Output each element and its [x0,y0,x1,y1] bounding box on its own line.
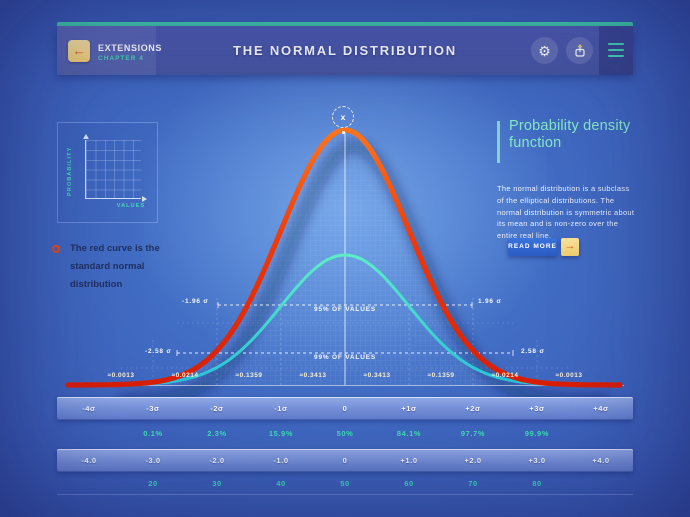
gear-icon: ⚙ [538,42,551,59]
mini-ylabel: PROBABILITY [67,146,73,196]
interval-probability: ≈0.1359 [235,372,263,379]
header-accent-strip [57,22,633,26]
interval-probability: ≈0.0214 [171,372,199,379]
band-99-label: 99% OF VALUES [314,354,376,361]
sigma-label-left-95: -1.96 σ [182,298,209,305]
t-cell [569,479,633,488]
mini-axes-card: PROBABILITY VALUES [57,122,158,223]
peak-marker[interactable]: x [332,106,354,128]
interval-probability: ≈0.0013 [555,372,583,379]
mini-xlabel: VALUES [116,203,146,209]
z-cell: 0 [342,456,348,465]
panel-heading: Probability density function [509,118,631,151]
t-cell: 30 [212,479,222,488]
axis-cell: -3σ [146,404,160,413]
header-bar: ← EXTENSIONS CHAPTER 4 THE NORMAL DISTRI… [57,26,633,75]
percent-cell [57,429,121,438]
axis-cell: +3σ [529,404,545,413]
arrow-right-icon: → [564,240,576,252]
read-more-arrow-button[interactable]: → [561,238,579,256]
t-score-row: 20 30 40 50 60 70 80 [57,479,633,488]
axis-cell: 0 [342,404,348,413]
panel-cta-row: READ MORE → [508,238,579,256]
percent-cell: 84.1% [396,429,422,438]
axis-cell: +1σ [401,404,417,413]
table-bottom-divider [57,494,633,495]
t-cell: 60 [404,479,414,488]
percent-cell: 15.9% [268,429,294,438]
percent-cell: 99.9% [524,429,550,438]
percent-cell: 0.1% [143,429,163,438]
percent-cell: 2.3% [207,429,227,438]
axis-cell: +4σ [593,404,609,413]
peak-dot-icon [342,131,345,134]
menu-button[interactable] [608,43,624,57]
interval-probability: ≈0.1359 [427,372,455,379]
sigma-label-right-95: 1.96 σ [478,298,502,305]
page-title: THE NORMAL DISTRIBUTION [233,43,457,58]
panel-body-text: The normal distribution is a subclass of… [497,184,635,241]
chapter-name: EXTENSIONS [98,43,163,53]
share-button[interactable] [566,37,593,64]
percent-cell [569,429,633,438]
x-axis-arrow-icon [142,195,147,202]
interval-probability: ≈0.0013 [107,372,135,379]
back-arrow-icon: ← [72,43,86,58]
settings-button[interactable]: ⚙ [531,37,558,64]
read-more-button[interactable]: READ MORE [508,238,557,256]
percent-cell: 97.7% [460,429,486,438]
z-cell: -2.0 [209,456,225,465]
interval-probability: ≈0.3413 [299,372,327,379]
band-95-label: 95% OF VALUES [314,306,376,313]
axis-cell: -4σ [82,404,96,413]
sigma-axis-row: -4σ -3σ -2σ -1σ 0 +1σ +2σ +3σ +4σ [57,397,633,420]
z-axis-row: -4.0 -3.0 -2.0 -1.0 0 +1.0 +2.0 +3.0 +4.… [57,449,633,472]
legend-red-ring-icon [52,245,60,253]
z-cell: +1.0 [400,456,418,465]
t-cell: 40 [276,479,286,488]
t-cell: 20 [148,479,158,488]
z-cell: +2.0 [464,456,482,465]
t-cell: 70 [468,479,478,488]
t-cell [57,479,121,488]
legend-caption: The red curve is the standard normal dis… [70,243,160,290]
info-panel: Probability density function The normal … [497,118,639,256]
heading-accent-bar [497,121,500,163]
interval-probability: ≈0.0214 [491,372,519,379]
axis-cell: -2σ [210,404,224,413]
interval-probability: ≈0.3413 [363,372,391,379]
y-axis-arrow-icon [82,134,89,139]
z-cell: +3.0 [528,456,546,465]
back-button[interactable]: ← [68,40,90,62]
chapter-number: CHAPTER 4 [98,55,144,62]
z-cell: +4.0 [592,456,610,465]
axis-cell: -1σ [274,404,288,413]
share-icon [574,43,585,57]
menu-icon [608,43,624,45]
percent-row: 0.1% 2.3% 15.9% 50% 84.1% 97.7% 99.9% [57,429,633,438]
z-cell: -3.0 [145,456,161,465]
t-cell: 50 [340,479,350,488]
t-cell: 80 [532,479,542,488]
z-cell: -1.0 [273,456,289,465]
mini-plot-grid [82,134,147,202]
sigma-label-right-99: 2.58 σ [521,348,545,355]
axis-cell: +2σ [465,404,481,413]
percent-cell: 50% [336,429,354,438]
z-cell: -4.0 [81,456,97,465]
panel-heading-row: Probability density function [497,118,639,163]
sigma-label-left-99: -2.58 σ [145,348,172,355]
